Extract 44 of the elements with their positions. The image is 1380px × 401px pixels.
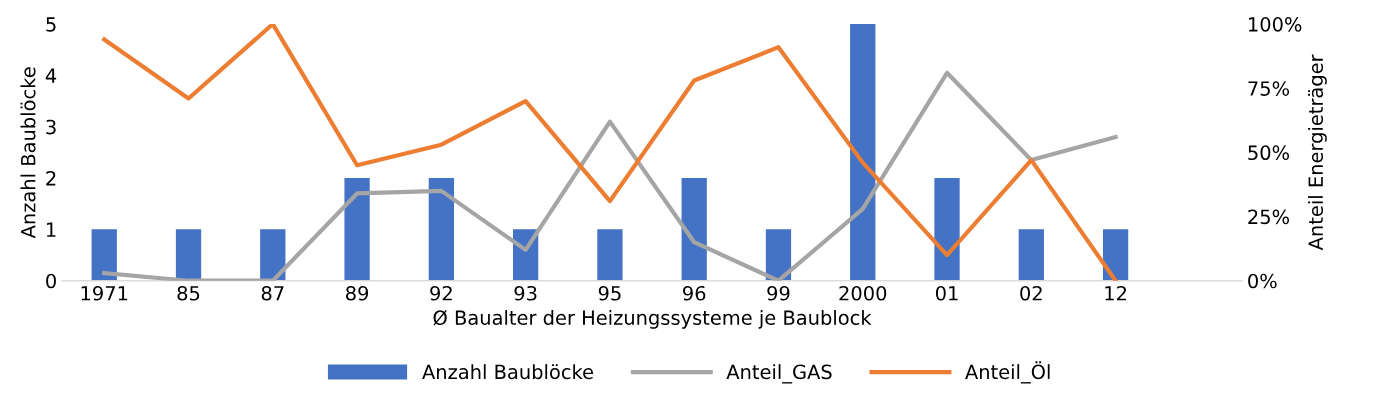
- legend-label: Anteil_GAS: [726, 364, 832, 384]
- line-series: [102, 24, 1118, 281]
- y2-tick-label: 0%: [1248, 273, 1277, 289]
- y-tick-label: 5: [46, 17, 56, 32]
- y2-tick-label: 25%: [1248, 209, 1290, 225]
- bar: [1018, 229, 1044, 281]
- bar: [934, 178, 960, 281]
- x-tick-label: 2000: [839, 285, 887, 301]
- y2-tick-label: 50%: [1248, 145, 1290, 161]
- x-tick-label: 87: [261, 285, 284, 301]
- bar: [681, 178, 707, 281]
- bar: [765, 229, 792, 281]
- bar: [91, 229, 117, 281]
- bar: [597, 229, 623, 281]
- bar: [260, 229, 286, 281]
- y-tick-label: 2: [46, 171, 56, 186]
- legend-label: Anteil_Öl: [965, 361, 1050, 384]
- bar: [175, 229, 202, 281]
- x-tick-label: 02: [1020, 285, 1042, 301]
- legend-label: Anzahl Baublöcke: [422, 364, 593, 380]
- y2-tick-label: 75%: [1248, 81, 1290, 96]
- y-tick-label: 4: [45, 68, 57, 83]
- x-tick-label: 1971: [81, 285, 128, 301]
- y-axis-title: Anzahl Baublöcke: [20, 67, 36, 239]
- x-tick-label: 93: [514, 285, 537, 301]
- x-tick-label: 99: [767, 285, 790, 301]
- x-tick-label: 92: [430, 285, 452, 301]
- x-tick-label: 95: [598, 285, 621, 301]
- bar: [850, 24, 876, 281]
- bar: [344, 178, 370, 281]
- x-tick-label: 12: [1105, 285, 1127, 301]
- x-tick-label: 96: [683, 285, 706, 301]
- x-tick-label: 01: [935, 285, 958, 301]
- y-tick-label: 3: [46, 119, 56, 135]
- y-tick-label: 0: [46, 273, 56, 289]
- x-axis-title: Ø Baualter der Heizungssysteme je Baublock: [433, 309, 872, 329]
- bar: [428, 178, 454, 281]
- bar: [1102, 229, 1129, 281]
- y-tick-label: 1: [47, 222, 56, 237]
- x-tick-label: 89: [346, 285, 369, 301]
- x-tick-label: 85: [177, 285, 200, 301]
- line-series: [102, 70, 1118, 281]
- y2-axis-title: Anteil Energieträger: [1308, 54, 1327, 251]
- y2-tick-label: 100%: [1249, 17, 1302, 32]
